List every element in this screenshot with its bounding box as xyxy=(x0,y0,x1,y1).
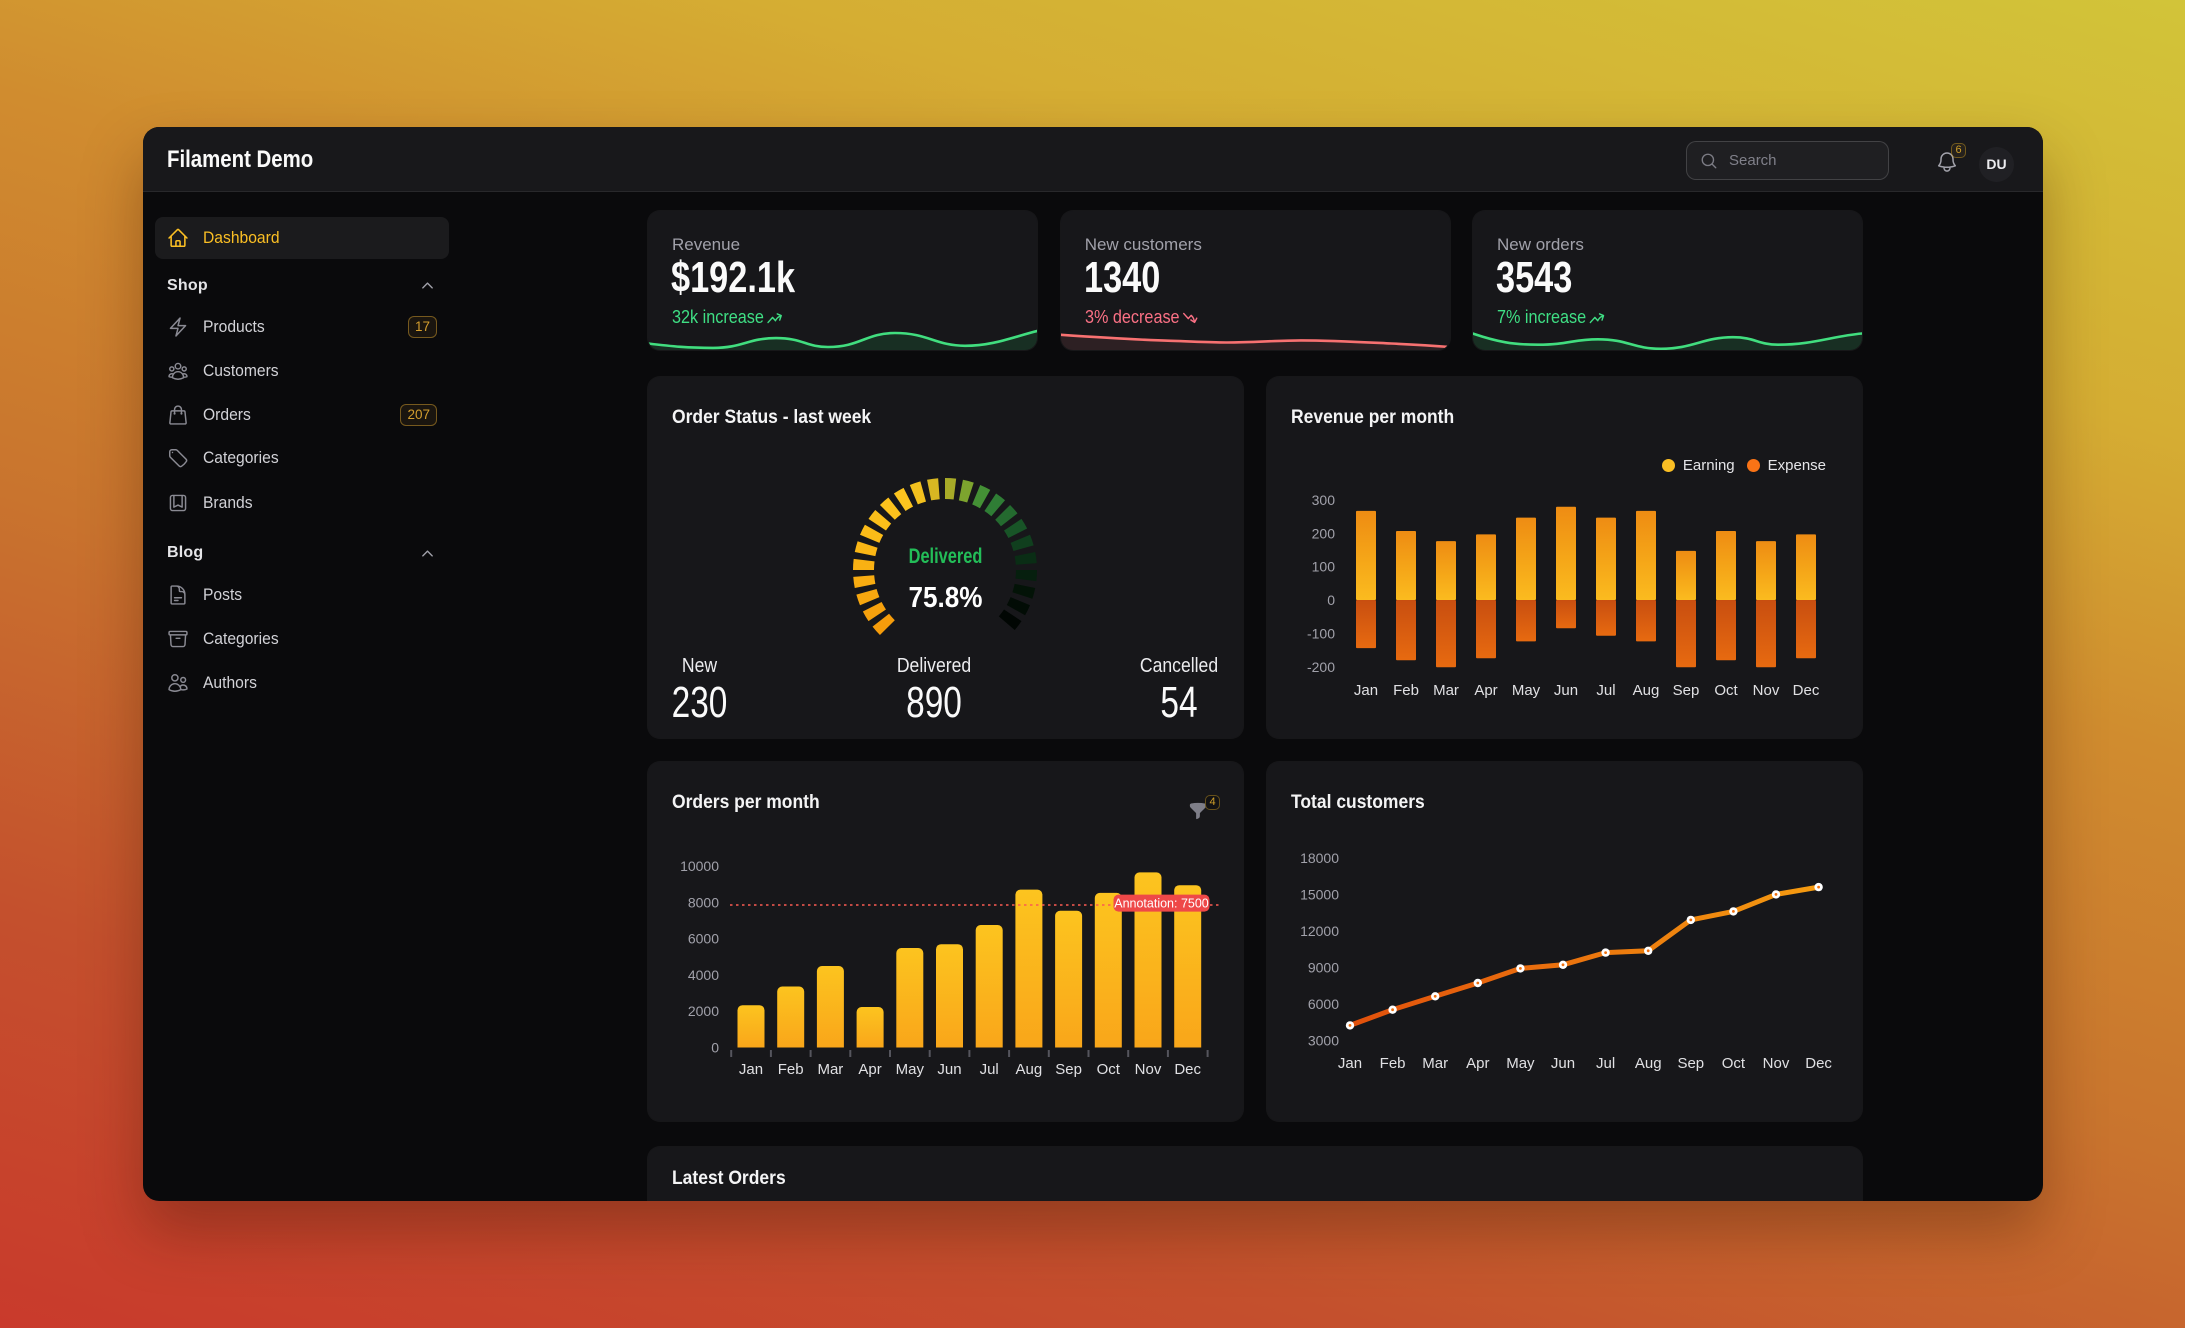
svg-text:Apr: Apr xyxy=(1466,1055,1489,1072)
svg-text:Annotation: 7500: Annotation: 7500 xyxy=(1114,896,1209,910)
svg-text:Apr: Apr xyxy=(1474,682,1497,699)
svg-text:3000: 3000 xyxy=(1308,1032,1339,1048)
svg-text:8000: 8000 xyxy=(688,894,719,910)
svg-text:Nov: Nov xyxy=(1763,1055,1790,1072)
svg-text:Feb: Feb xyxy=(1380,1055,1406,1072)
svg-text:Dec: Dec xyxy=(1174,1061,1201,1078)
svg-text:Jul: Jul xyxy=(1596,682,1615,699)
svg-text:Nov: Nov xyxy=(1135,1061,1162,1078)
svg-text:Aug: Aug xyxy=(1016,1061,1043,1078)
svg-text:May: May xyxy=(1512,682,1541,699)
svg-text:Jan: Jan xyxy=(739,1061,763,1078)
svg-text:Jun: Jun xyxy=(937,1061,961,1078)
svg-text:Mar: Mar xyxy=(817,1061,843,1078)
svg-text:Jan: Jan xyxy=(1354,682,1378,699)
svg-text:0: 0 xyxy=(711,1040,719,1056)
svg-text:12000: 12000 xyxy=(1300,923,1339,939)
svg-text:200: 200 xyxy=(1312,525,1336,541)
svg-text:May: May xyxy=(896,1061,925,1078)
svg-text:Oct: Oct xyxy=(1722,1055,1746,1072)
svg-text:Oct: Oct xyxy=(1714,682,1738,699)
svg-text:300: 300 xyxy=(1312,492,1336,508)
svg-text:10000: 10000 xyxy=(680,858,719,874)
svg-text:6000: 6000 xyxy=(1308,996,1339,1012)
svg-text:Jul: Jul xyxy=(980,1061,999,1078)
svg-text:0: 0 xyxy=(1327,592,1335,608)
svg-text:Sep: Sep xyxy=(1673,682,1700,699)
svg-text:15000: 15000 xyxy=(1300,887,1339,903)
svg-text:4000: 4000 xyxy=(688,967,719,983)
svg-text:Jan: Jan xyxy=(1338,1055,1362,1072)
svg-text:Oct: Oct xyxy=(1097,1061,1121,1078)
svg-text:6000: 6000 xyxy=(688,931,719,947)
svg-text:Apr: Apr xyxy=(858,1061,881,1078)
svg-text:Nov: Nov xyxy=(1753,682,1780,699)
svg-text:18000: 18000 xyxy=(1300,850,1339,866)
svg-text:Sep: Sep xyxy=(1677,1055,1704,1072)
svg-text:Feb: Feb xyxy=(1393,682,1419,699)
svg-text:Dec: Dec xyxy=(1805,1055,1832,1072)
svg-text:Mar: Mar xyxy=(1433,682,1459,699)
svg-text:Feb: Feb xyxy=(778,1061,804,1078)
svg-text:Sep: Sep xyxy=(1055,1061,1082,1078)
svg-text:Jul: Jul xyxy=(1596,1055,1615,1072)
svg-text:May: May xyxy=(1506,1055,1535,1072)
svg-text:100: 100 xyxy=(1312,559,1336,575)
svg-text:-200: -200 xyxy=(1307,659,1335,675)
svg-text:Aug: Aug xyxy=(1635,1055,1662,1072)
svg-text:Mar: Mar xyxy=(1422,1055,1448,1072)
svg-text:Jun: Jun xyxy=(1554,682,1578,699)
svg-text:2000: 2000 xyxy=(688,1003,719,1019)
svg-text:Aug: Aug xyxy=(1633,682,1660,699)
svg-text:-100: -100 xyxy=(1307,626,1335,642)
svg-text:Jun: Jun xyxy=(1551,1055,1575,1072)
svg-text:Dec: Dec xyxy=(1793,682,1820,699)
svg-text:9000: 9000 xyxy=(1308,960,1339,976)
